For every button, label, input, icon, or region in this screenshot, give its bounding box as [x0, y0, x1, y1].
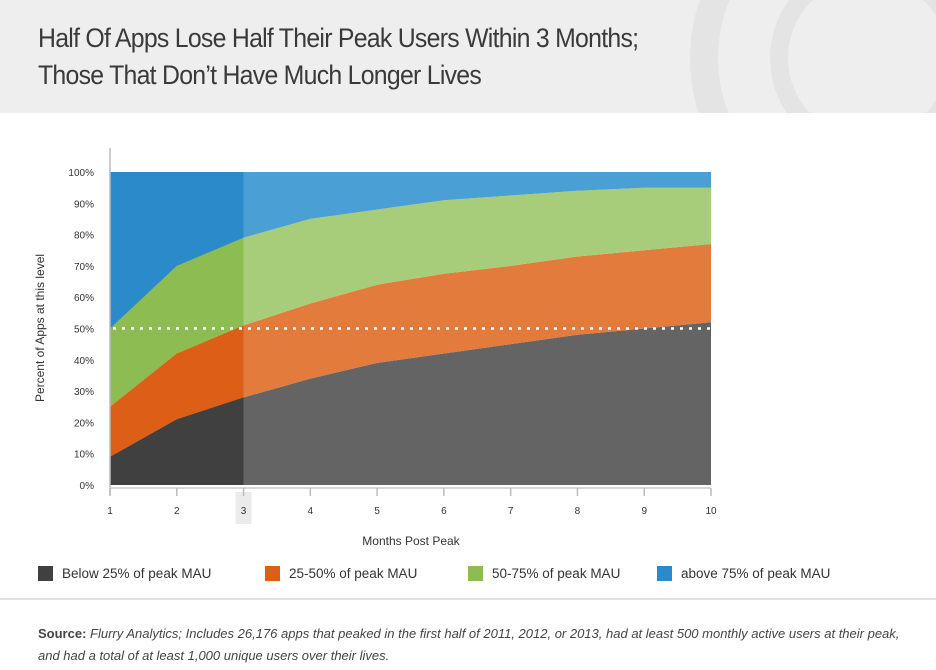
plot-area — [110, 172, 711, 485]
title-line-1: Half Of Apps Lose Half Their Peak Users … — [38, 23, 639, 53]
source-text: Flurry Analytics; Includes 26,176 apps t… — [38, 626, 900, 663]
area-series-highlight-2 — [110, 237, 244, 407]
header: Half Of Apps Lose Half Their Peak Users … — [0, 0, 936, 113]
y-tick-label: 20% — [74, 418, 94, 429]
x-tick-label: 8 — [575, 506, 581, 517]
source-label: Source: — [38, 626, 87, 641]
y-tick-label: 30% — [74, 387, 94, 398]
highlight-region — [110, 172, 244, 485]
legend: Below 25% of peak MAU 25-50% of peak MAU… — [0, 566, 936, 586]
y-tick-label: 70% — [74, 262, 94, 273]
divider — [0, 598, 936, 600]
legend-item-above-75: above 75% of peak MAU — [657, 566, 830, 581]
axes: 0% 10% 20% 30% 40% 50% 60% 70% 80% 90% 100% 1 2 3 4 5 6 7… — [68, 148, 717, 524]
legend-label: 25-50% of peak MAU — [289, 566, 418, 581]
area-series-3 — [110, 172, 711, 329]
x-tick-label: 4 — [308, 506, 314, 517]
title-line-2: Those That Don’t Have Much Longer Lives — [38, 60, 482, 90]
legend-item-below-25: Below 25% of peak MAU — [38, 566, 211, 581]
legend-swatch — [38, 566, 53, 581]
logo-swirl-inner-icon — [770, 0, 936, 113]
highlight-tick-box — [235, 492, 252, 524]
y-axis-label: Percent of Apps at this level — [33, 254, 47, 402]
x-tick-label: 2 — [174, 506, 180, 517]
legend-label: above 75% of peak MAU — [681, 566, 831, 581]
source-note: Source: Flurry Analytics; Includes 26,17… — [38, 623, 918, 667]
y-tick-label: 10% — [74, 450, 94, 461]
x-tick-label: 9 — [641, 506, 647, 517]
x-axis-label: Months Post Peak — [362, 534, 460, 548]
chart-title: Half Of Apps Lose Half Their Peak Users … — [38, 20, 639, 94]
area-series-highlight-0 — [110, 397, 244, 485]
logo-swirl-icon — [690, 0, 936, 113]
x-tick-label: 5 — [374, 506, 380, 517]
legend-item-25-50: 25-50% of peak MAU — [265, 566, 417, 581]
x-tick-label: 7 — [508, 506, 514, 517]
y-tick-label: 0% — [80, 481, 95, 492]
x-tick-label: 10 — [705, 506, 717, 517]
x-tick-label: 3 — [241, 506, 247, 517]
area-series-0 — [110, 322, 711, 485]
legend-swatch — [265, 566, 280, 581]
legend-item-50-75: 50-75% of peak MAU — [468, 566, 620, 581]
legend-swatch — [468, 566, 483, 581]
x-tick-label: 1 — [107, 506, 113, 517]
legend-label: 50-75% of peak MAU — [492, 566, 621, 581]
y-tick-label: 100% — [68, 168, 94, 179]
legend-swatch — [657, 566, 672, 581]
area-series-highlight-1 — [110, 325, 244, 457]
area-series-highlight-3 — [110, 172, 244, 329]
y-tick-label: 60% — [74, 293, 94, 304]
x-tick-label: 6 — [441, 506, 447, 517]
y-tick-label: 80% — [74, 231, 94, 242]
legend-label: Below 25% of peak MAU — [62, 566, 212, 581]
area-series-2 — [110, 187, 711, 407]
y-tick-label: 50% — [74, 325, 94, 336]
y-tick-label: 90% — [74, 199, 94, 210]
area-series-1 — [110, 244, 711, 457]
stacked-area-chart: 0% 10% 20% 30% 40% 50% 60% 70% 80% 90% 100% 1 2 3 4 5 6 7… — [33, 148, 717, 548]
y-tick-label: 40% — [74, 356, 94, 367]
